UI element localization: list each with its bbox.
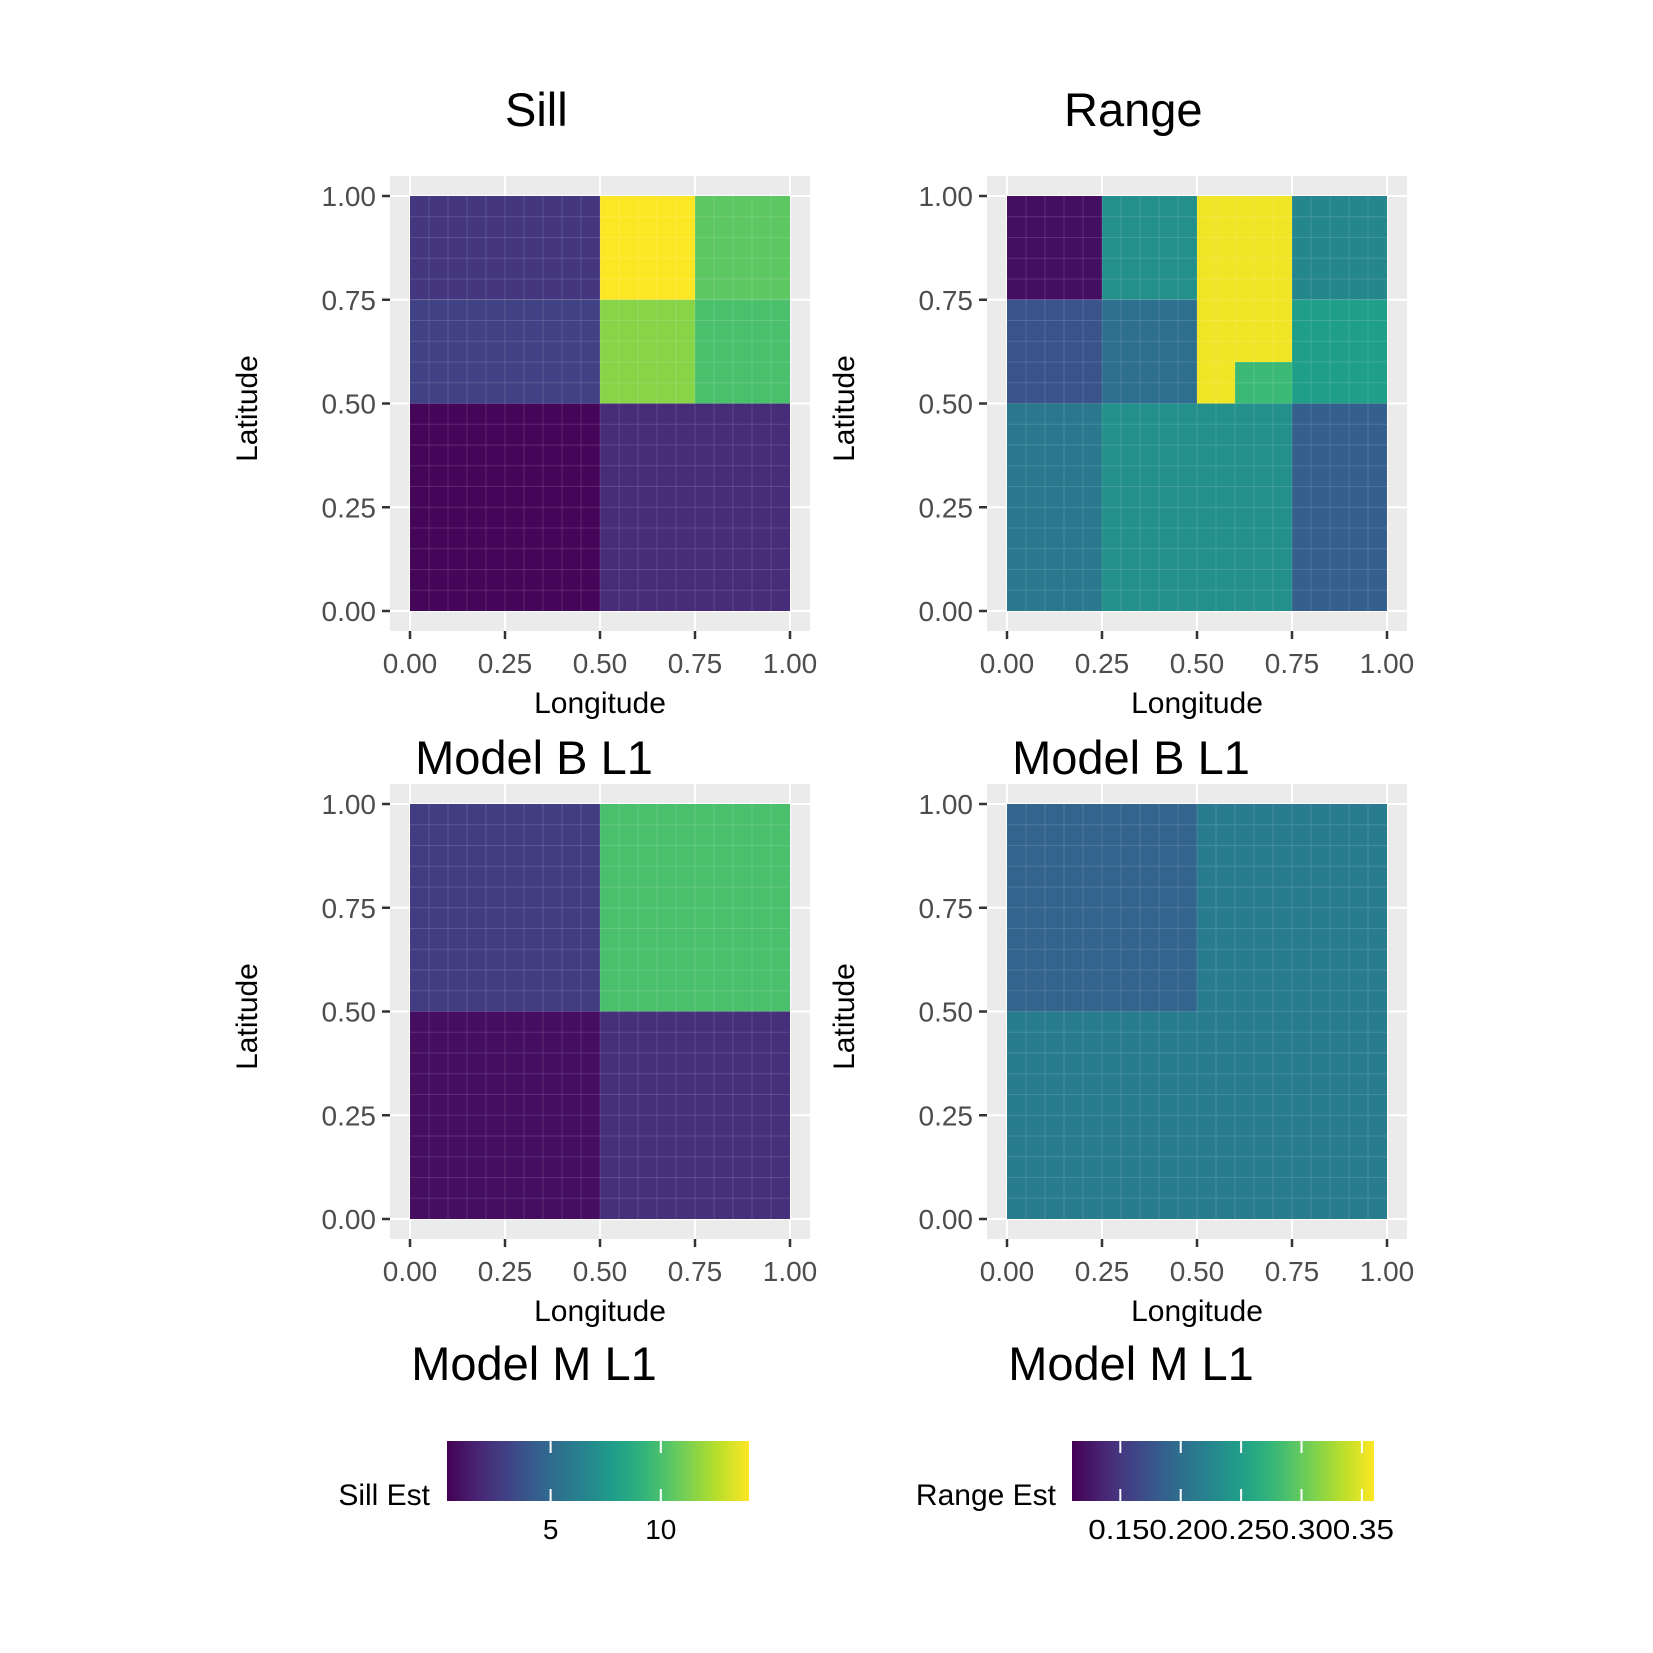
row-label-model-m-sill: Model M L1 bbox=[411, 1337, 657, 1390]
x-tick-label: 1.00 bbox=[763, 648, 818, 679]
x-tick-label: 0.50 bbox=[1170, 648, 1225, 679]
heatmap-panel-2: 0.00 0.25 0.50 0.75 1.00 0.00 0.25 0.50 0.75 1.00… bbox=[828, 176, 1414, 720]
y-tick-label: 1.00 bbox=[919, 181, 974, 212]
x-axis-title: Longitude bbox=[534, 1295, 666, 1328]
row-label-model-b-range: Model B L1 bbox=[1012, 731, 1250, 784]
column-title-sill: Sill bbox=[505, 83, 568, 136]
heatmap-cell bbox=[600, 196, 695, 300]
x-axis-title: Longitude bbox=[1131, 1295, 1263, 1328]
heatmap-cell bbox=[1102, 403, 1292, 611]
range-legend-title: Range Est bbox=[916, 1479, 1057, 1512]
x-tick-label: 0.25 bbox=[1075, 648, 1130, 679]
x-tick-label: 0.75 bbox=[1265, 1256, 1320, 1287]
x-tick-label: 0.25 bbox=[478, 1256, 533, 1287]
heatmap-cell bbox=[1292, 196, 1387, 300]
x-tick-label: 0.50 bbox=[1170, 1256, 1225, 1287]
row-label-model-m-range: Model M L1 bbox=[1008, 1337, 1254, 1390]
heatmap-cell bbox=[1292, 299, 1387, 404]
heatmap-cell bbox=[600, 403, 790, 611]
x-tick-label: 0.50 bbox=[573, 1256, 628, 1287]
x-tick-label: 0.25 bbox=[478, 648, 533, 679]
y-axis-title: Latitude bbox=[231, 355, 264, 462]
x-tick-label: 1.00 bbox=[1360, 1256, 1415, 1287]
y-tick-label: 0.50 bbox=[322, 997, 377, 1028]
row-label-model-b-sill: Model B L1 bbox=[415, 731, 653, 784]
y-tick-label: 0.75 bbox=[919, 893, 974, 924]
heatmap-cell bbox=[1007, 1011, 1197, 1219]
x-tick-label: 1.00 bbox=[1360, 648, 1415, 679]
y-tick-label: 0.00 bbox=[322, 1204, 377, 1235]
heatmap-cell bbox=[410, 299, 600, 404]
colorbar-tick-labels: 0.150.200.250.300.35 bbox=[1088, 1514, 1394, 1545]
heatmap-cell bbox=[1292, 403, 1387, 611]
x-tick-label: 0.00 bbox=[980, 648, 1035, 679]
y-axis-title: Latitude bbox=[828, 355, 861, 462]
y-tick-label: 0.25 bbox=[322, 1100, 377, 1131]
y-tick-label: 0.00 bbox=[322, 596, 377, 627]
y-tick-label: 0.50 bbox=[919, 997, 974, 1028]
x-tick-label: 0.25 bbox=[1075, 1256, 1130, 1287]
heatmap-cell bbox=[1007, 299, 1102, 404]
x-tick-label: 1.00 bbox=[763, 1256, 818, 1287]
colorbar-tick-label: 10 bbox=[645, 1514, 676, 1545]
heatmap-cell bbox=[1007, 804, 1197, 1012]
x-tick-label: 0.00 bbox=[383, 1256, 438, 1287]
heatmap-cell bbox=[410, 196, 600, 300]
heatmap-panel-3: 0.00 0.25 0.50 0.75 1.00 0.00 0.25 0.50 0.75 1.00… bbox=[231, 784, 817, 1328]
heatmap-cell bbox=[410, 804, 600, 1012]
heatmap-cell bbox=[1102, 196, 1197, 300]
y-axis-title: Latitude bbox=[231, 963, 264, 1070]
heatmap-cell bbox=[1197, 1011, 1387, 1219]
y-tick-label: 0.25 bbox=[919, 1100, 974, 1131]
heatmap-panel-4: 0.00 0.25 0.50 0.75 1.00 0.00 0.25 0.50 0.75 1.00… bbox=[828, 784, 1414, 1328]
y-tick-label: 0.00 bbox=[919, 1204, 974, 1235]
heatmap-cell bbox=[410, 1011, 600, 1219]
y-axis-title: Latitude bbox=[828, 963, 861, 1070]
y-tick-label: 0.50 bbox=[322, 389, 377, 420]
range-colorbar bbox=[1072, 1441, 1374, 1501]
heatmap-cell bbox=[1102, 299, 1197, 404]
x-tick-label: 0.50 bbox=[573, 648, 628, 679]
sill-legend: Sill Est 5 10 bbox=[338, 1441, 749, 1545]
heatmap-cell bbox=[410, 403, 600, 611]
y-tick-label: 1.00 bbox=[322, 181, 377, 212]
heatmap-cell bbox=[1235, 362, 1292, 404]
x-tick-label: 0.00 bbox=[383, 648, 438, 679]
heatmap-cell bbox=[1197, 804, 1387, 1012]
column-title-range: Range bbox=[1064, 83, 1203, 136]
x-axis-title: Longitude bbox=[534, 687, 666, 720]
range-legend: Range Est 0.150.200.250.300.35 bbox=[916, 1441, 1394, 1545]
heatmap-cell bbox=[600, 1011, 790, 1219]
y-tick-label: 0.25 bbox=[919, 492, 974, 523]
heatmap-cell bbox=[600, 804, 790, 1012]
y-tick-label: 0.25 bbox=[322, 492, 377, 523]
heatmap-cell bbox=[695, 196, 790, 300]
heatmap-cell bbox=[1007, 196, 1102, 300]
x-tick-label: 0.00 bbox=[980, 1256, 1035, 1287]
x-axis-title: Longitude bbox=[1131, 687, 1263, 720]
y-tick-label: 0.75 bbox=[322, 285, 377, 316]
y-tick-label: 1.00 bbox=[919, 789, 974, 820]
heatmap-cell bbox=[600, 299, 695, 404]
y-tick-label: 0.00 bbox=[919, 596, 974, 627]
y-tick-label: 0.50 bbox=[919, 389, 974, 420]
y-tick-label: 1.00 bbox=[322, 789, 377, 820]
sill-colorbar bbox=[447, 1441, 749, 1501]
sill-legend-title: Sill Est bbox=[338, 1479, 430, 1512]
heatmap-panel-1: 0.00 0.25 0.50 0.75 1.00 0.00 0.25 0.50 0.75 1.00… bbox=[231, 176, 817, 720]
y-tick-label: 0.75 bbox=[919, 285, 974, 316]
y-tick-label: 0.75 bbox=[322, 893, 377, 924]
heatmap-cell bbox=[1007, 403, 1102, 611]
heatmap-cell bbox=[695, 299, 790, 404]
x-tick-label: 0.75 bbox=[1265, 648, 1320, 679]
x-tick-label: 0.75 bbox=[668, 1256, 723, 1287]
colorbar-tick-label: 5 bbox=[543, 1514, 559, 1545]
x-tick-label: 0.75 bbox=[668, 648, 723, 679]
